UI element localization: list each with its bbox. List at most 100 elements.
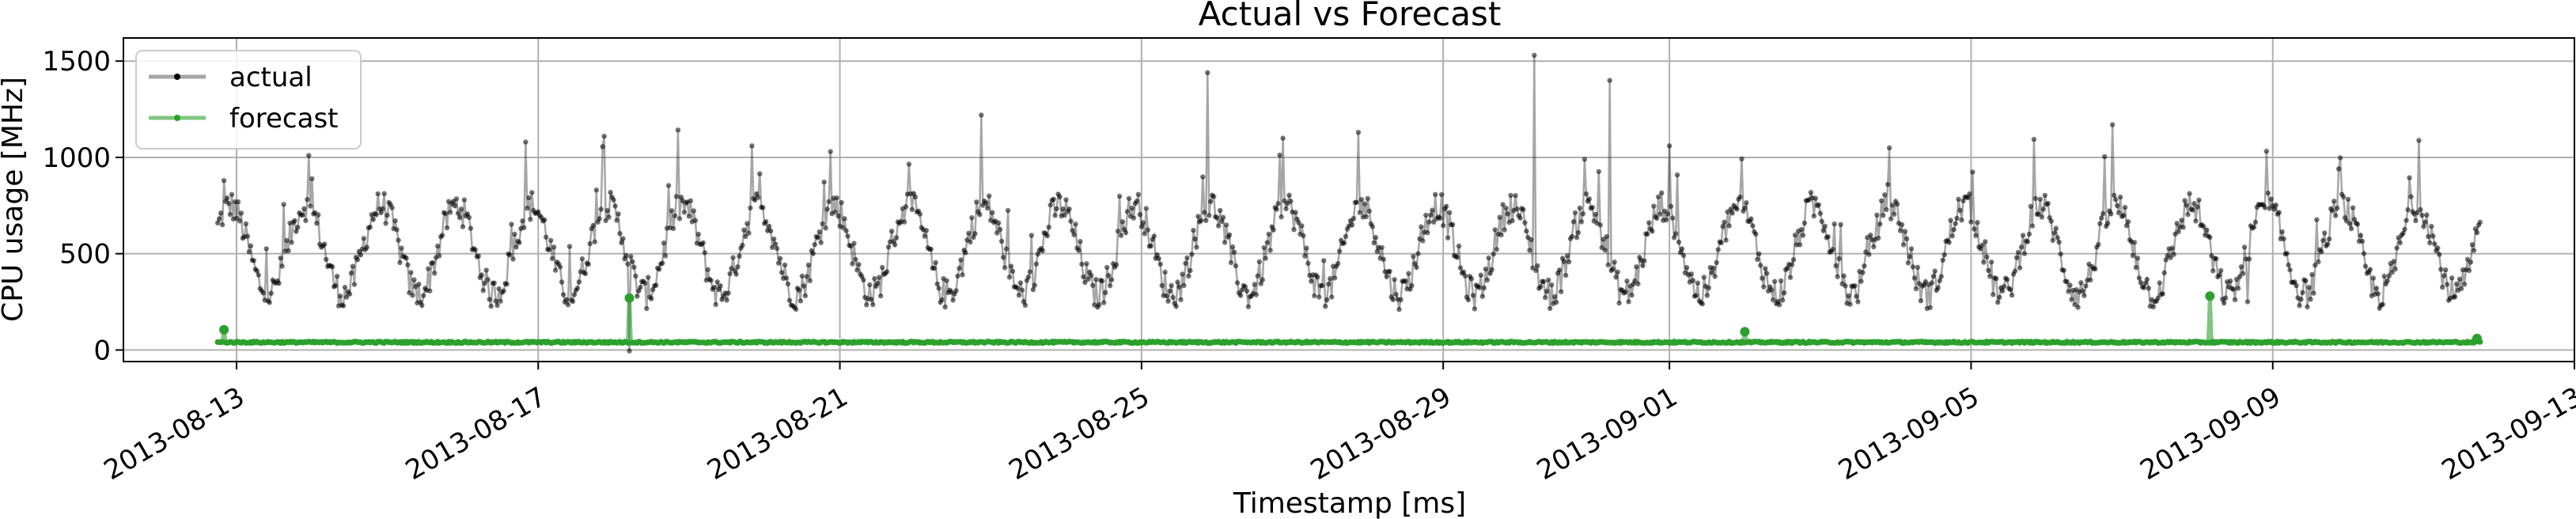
- actual-point: [587, 241, 593, 247]
- actual-point: [246, 249, 252, 255]
- actual-point: [1374, 248, 1380, 254]
- actual-point: [777, 256, 783, 261]
- actual-point: [657, 267, 662, 272]
- actual-point: [1894, 201, 1900, 207]
- actual-point: [675, 127, 681, 133]
- actual-point: [509, 222, 514, 227]
- actual-point: [2082, 293, 2087, 298]
- actual-point: [224, 195, 230, 201]
- actual-point: [2241, 244, 2248, 250]
- actual-point: [2130, 252, 2136, 259]
- actual-point: [1564, 253, 1570, 259]
- actual-point: [1544, 289, 1550, 294]
- actual-point: [1665, 211, 1671, 217]
- actual-point: [676, 216, 683, 222]
- actual-point: [2193, 218, 2199, 224]
- actual-point: [1017, 280, 1024, 286]
- x-tick-label: 2013-08-17: [400, 381, 551, 487]
- actual-point: [1819, 218, 1824, 225]
- actual-point: [1960, 198, 1966, 204]
- actual-point: [2058, 252, 2063, 257]
- actual-point: [2440, 284, 2445, 290]
- actual-point: [1737, 194, 1743, 200]
- actual-point: [598, 206, 604, 212]
- actual-point: [2394, 245, 2400, 251]
- actual-point: [1200, 174, 1206, 180]
- actual-point: [1357, 210, 1363, 215]
- actual-point: [1491, 252, 1496, 257]
- actual-point: [1349, 222, 1355, 228]
- actual-point: [1060, 206, 1066, 212]
- actual-point: [909, 206, 915, 212]
- actual-point: [2021, 251, 2028, 256]
- actual-point: [2389, 270, 2395, 275]
- actual-point: [1586, 196, 1593, 202]
- actual-point: [851, 241, 857, 246]
- actual-point: [1104, 264, 1110, 271]
- plot-frame: [123, 37, 2575, 362]
- actual-point: [300, 212, 305, 218]
- actual-point: [1676, 239, 1682, 245]
- actual-point: [1566, 259, 1572, 265]
- actual-point: [590, 222, 596, 229]
- actual-point: [1552, 294, 1558, 300]
- actual-point: [1446, 210, 1453, 215]
- actual-point: [1180, 271, 1185, 277]
- actual-point: [2400, 230, 2406, 236]
- actual-point: [2453, 281, 2460, 287]
- actual-point: [1497, 214, 1502, 220]
- actual-point: [1918, 298, 1924, 304]
- actual-point: [2163, 257, 2169, 263]
- actual-point: [1908, 246, 1915, 252]
- forecast-notable-point: [1740, 327, 1750, 337]
- actual-point: [2083, 283, 2089, 289]
- actual-point: [1659, 190, 1665, 195]
- actual-point: [670, 225, 676, 232]
- actual-point: [1987, 274, 1993, 279]
- actual-point: [1951, 227, 1957, 233]
- actual-point: [880, 264, 885, 271]
- actual-point: [2458, 286, 2464, 291]
- actual-point: [1277, 152, 1282, 158]
- actual-point: [968, 239, 973, 245]
- actual-point: [633, 273, 638, 279]
- actual-point: [1027, 269, 1033, 275]
- actual-point: [1645, 231, 1650, 237]
- actual-point: [301, 206, 307, 211]
- chart-title: Actual vs Forecast: [1199, 0, 1502, 33]
- actual-point: [1275, 201, 1281, 206]
- actual-point: [2026, 231, 2032, 237]
- actual-point: [1932, 268, 1938, 274]
- actual-point: [617, 230, 623, 237]
- actual-point: [2300, 290, 2305, 295]
- actual-point: [1093, 277, 1099, 282]
- actual-point: [1366, 208, 1373, 214]
- actual-point: [2294, 282, 2299, 289]
- actual-point: [1113, 262, 1119, 267]
- actual-point: [1326, 281, 1332, 287]
- actual-point: [917, 211, 923, 217]
- actual-point: [526, 195, 532, 200]
- actual-point: [1718, 240, 1724, 245]
- actual-point: [1379, 244, 1385, 251]
- grid: [123, 38, 2575, 362]
- actual-point: [1449, 222, 1456, 227]
- actual-point: [1522, 220, 1528, 225]
- actual-point: [1445, 235, 1451, 241]
- actual-point: [1578, 219, 1585, 225]
- actual-point: [669, 208, 675, 214]
- actual-point: [1858, 278, 1864, 284]
- actual-point: [403, 256, 409, 261]
- legend-forecast-marker: [174, 115, 180, 121]
- actual-point: [2430, 233, 2436, 239]
- actual-point: [1835, 274, 1840, 279]
- actual-point: [2168, 255, 2173, 260]
- actual-point: [2273, 203, 2279, 208]
- actual-point: [1535, 263, 1540, 268]
- actual-point: [1797, 242, 1803, 248]
- actual-point: [2314, 217, 2320, 222]
- actual-point: [227, 211, 233, 218]
- actual-point: [268, 290, 274, 296]
- actual-point: [419, 302, 425, 309]
- actual-point: [1902, 229, 1908, 234]
